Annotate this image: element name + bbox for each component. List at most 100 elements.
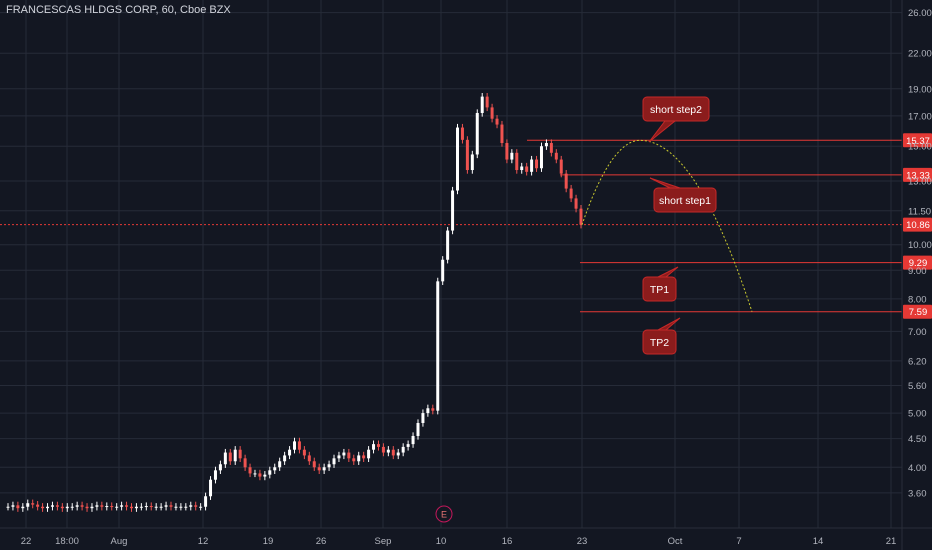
y-tick-label: 22.00 bbox=[908, 49, 932, 60]
earnings-marker[interactable]: E bbox=[435, 505, 453, 523]
candle-body bbox=[21, 506, 25, 509]
candle-body bbox=[386, 449, 390, 453]
candle-body bbox=[189, 505, 193, 507]
candle-body bbox=[416, 422, 420, 436]
candle-body bbox=[347, 452, 351, 459]
earnings-marker-label: E bbox=[441, 510, 447, 520]
short-step2-callout[interactable]: short step2 bbox=[642, 96, 710, 143]
candle-body bbox=[95, 505, 99, 507]
candle-body bbox=[26, 503, 30, 507]
candle-body bbox=[357, 455, 361, 462]
candle-body bbox=[100, 505, 104, 507]
candle-body bbox=[46, 506, 50, 509]
y-tick-label: 11.50 bbox=[908, 206, 931, 217]
candle-body bbox=[465, 139, 469, 171]
candle-body bbox=[391, 449, 395, 456]
short-step2-callout-box bbox=[642, 96, 710, 122]
x-tick-label: 21 bbox=[886, 536, 897, 547]
candle-body bbox=[36, 504, 40, 507]
candle-body bbox=[139, 506, 143, 508]
y-tick-label: 10.00 bbox=[908, 240, 932, 251]
candle-body bbox=[411, 435, 415, 445]
candle-body bbox=[297, 441, 301, 450]
candle-body bbox=[327, 464, 331, 468]
level-10-86-badge-label: 10.86 bbox=[906, 220, 930, 231]
x-tick-label: 12 bbox=[198, 536, 209, 547]
candle-body bbox=[120, 505, 124, 507]
candle-body bbox=[456, 127, 460, 191]
level-10-86-badge bbox=[903, 217, 932, 232]
x-tick-label: Sep bbox=[375, 536, 392, 547]
x-tick-label: 10 bbox=[436, 536, 447, 547]
candle-body bbox=[475, 112, 479, 155]
y-tick-label: 5.00 bbox=[908, 409, 927, 420]
candle-body bbox=[500, 124, 504, 144]
candle-body bbox=[376, 444, 380, 447]
tp1-callout[interactable]: TP1 bbox=[642, 266, 679, 302]
candle-body bbox=[85, 506, 89, 509]
candle-body bbox=[520, 166, 524, 171]
candle-body bbox=[268, 470, 272, 475]
candle-body bbox=[110, 506, 114, 508]
candle-body bbox=[569, 188, 573, 199]
x-tick-label: 18:00 bbox=[55, 536, 79, 547]
chart-title: FRANCESCAS HLDGS CORP, 60, Cboe BZX bbox=[6, 4, 231, 16]
candle-body bbox=[421, 413, 425, 423]
x-tick-label: Oct bbox=[668, 536, 683, 547]
level-15-37-badge-label: 15.37 bbox=[906, 136, 930, 147]
candle-body bbox=[258, 473, 262, 477]
candle-body bbox=[218, 464, 222, 471]
candle-body bbox=[406, 444, 410, 447]
x-tick-label: 14 bbox=[813, 536, 824, 547]
short-step1-callout[interactable]: short step1 bbox=[649, 177, 717, 213]
candle-body bbox=[510, 152, 514, 160]
candle-body bbox=[213, 470, 217, 480]
candle-body bbox=[480, 96, 484, 113]
x-tick-label: 22 bbox=[21, 536, 32, 547]
candle-body bbox=[312, 461, 316, 468]
candle-body bbox=[179, 506, 183, 508]
candle-body bbox=[11, 505, 15, 507]
candle-body bbox=[55, 505, 59, 507]
candle-body bbox=[352, 458, 356, 462]
candle-body bbox=[302, 449, 306, 456]
candle-body bbox=[554, 152, 558, 160]
level-13-33-badge-label: 13.33 bbox=[906, 170, 930, 181]
candle-body bbox=[204, 496, 208, 507]
x-tick-label: 23 bbox=[577, 536, 588, 547]
tp2-callout[interactable]: TP2 bbox=[642, 317, 681, 355]
candle-body bbox=[401, 446, 405, 453]
candle-body bbox=[253, 473, 257, 475]
candle-body bbox=[125, 505, 129, 507]
candle-body bbox=[367, 449, 371, 459]
candle-body bbox=[539, 146, 543, 169]
candle-body bbox=[65, 506, 69, 509]
candle-body bbox=[574, 198, 578, 209]
candle-body bbox=[41, 506, 45, 509]
tp2-callout-box bbox=[642, 329, 677, 355]
candle-body bbox=[75, 505, 79, 507]
candle-body bbox=[159, 506, 163, 508]
x-tick-label: 16 bbox=[502, 536, 513, 547]
candle-body bbox=[431, 408, 435, 411]
level-13-33-badge bbox=[903, 167, 932, 182]
candle-body bbox=[549, 143, 553, 153]
y-tick-label: 7.00 bbox=[908, 327, 927, 338]
candle-body bbox=[16, 505, 20, 509]
candle-body bbox=[525, 166, 529, 172]
level-9-29-badge bbox=[903, 255, 932, 270]
candle-body bbox=[60, 506, 64, 509]
candle-body bbox=[199, 506, 203, 508]
candle-body bbox=[317, 467, 321, 471]
candle-body bbox=[460, 127, 464, 140]
candle-body bbox=[80, 505, 84, 507]
candle-body bbox=[263, 474, 267, 477]
candle-body bbox=[495, 118, 499, 125]
candle-body bbox=[144, 506, 148, 508]
y-tick-label: 4.00 bbox=[908, 463, 927, 474]
candle-body bbox=[6, 506, 10, 508]
candle-body bbox=[470, 154, 474, 171]
